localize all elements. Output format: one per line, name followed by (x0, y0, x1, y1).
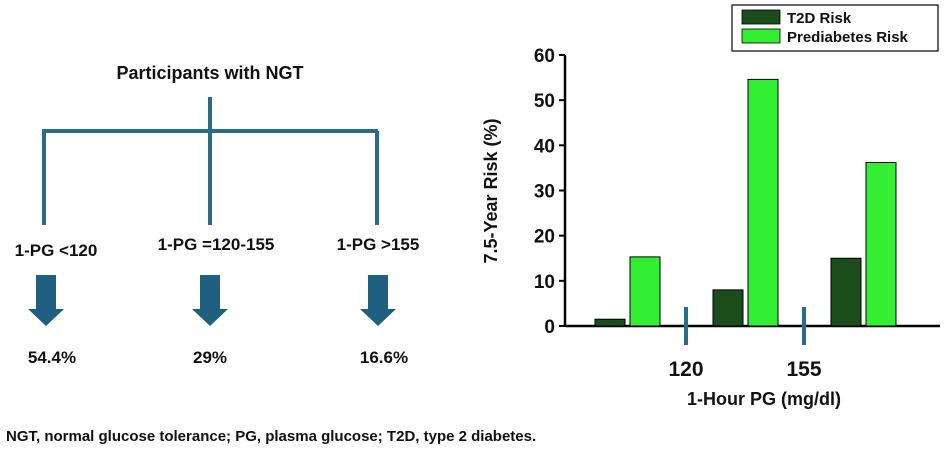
legend-label: Prediabetes Risk (787, 29, 909, 46)
prediabetes-risk-bar (865, 161, 897, 327)
down-arrow-icon (192, 275, 228, 326)
y-tick-label: 0 (544, 317, 555, 338)
x-marker-label: 155 (786, 358, 821, 381)
y-tick-label: 60 (534, 46, 555, 67)
group-label-high: 1-PG >155 (337, 235, 420, 254)
y-tick-label: 30 (534, 182, 555, 203)
legend-label: T2D Risk (787, 10, 852, 27)
y-tick-label: 50 (534, 91, 555, 112)
y-tick-label: 40 (534, 136, 555, 157)
down-arrow-icon (360, 275, 396, 326)
group-label-low: 1-PG <120 (15, 241, 98, 260)
prediabetes-risk-bar (629, 256, 661, 327)
y-tick-label: 20 (534, 227, 555, 248)
ngt-flow-diagram: Participants with NGT 1-PG <120 1-PG =12… (15, 63, 420, 367)
group-percent-low: 54.4% (28, 348, 76, 367)
group-percent-high: 16.6% (360, 348, 408, 367)
t2d-risk-bar (594, 318, 626, 327)
t2d-risk-bar (712, 289, 744, 327)
y-tick-label: 10 (534, 272, 555, 293)
chart-bars (594, 78, 897, 327)
figure-caption: NGT, normal glucose tolerance; PG, plasm… (6, 428, 537, 445)
legend-swatch (741, 9, 781, 25)
flow-connector-lines (42, 97, 379, 225)
down-arrow-icon (28, 275, 64, 326)
t2d-risk-bar (830, 257, 862, 327)
flow-title: Participants with NGT (116, 63, 303, 83)
y-axis-label: 7.5-Year Risk (%) (481, 118, 501, 263)
legend-swatch (741, 28, 781, 44)
x-marker-label: 120 (668, 358, 703, 381)
risk-bar-chart: T2D Risk Prediabetes Risk 0 10 20 30 40 50 60 1… (481, 4, 940, 409)
x-markers: 120 155 (668, 307, 822, 381)
x-axis-label: 1-Hour PG (mg/dl) (687, 389, 841, 409)
group-percent-mid: 29% (193, 348, 227, 367)
chart-legend: T2D Risk Prediabetes Risk (731, 4, 939, 52)
prediabetes-risk-bar (747, 78, 779, 327)
group-label-mid: 1-PG =120-155 (158, 235, 275, 254)
